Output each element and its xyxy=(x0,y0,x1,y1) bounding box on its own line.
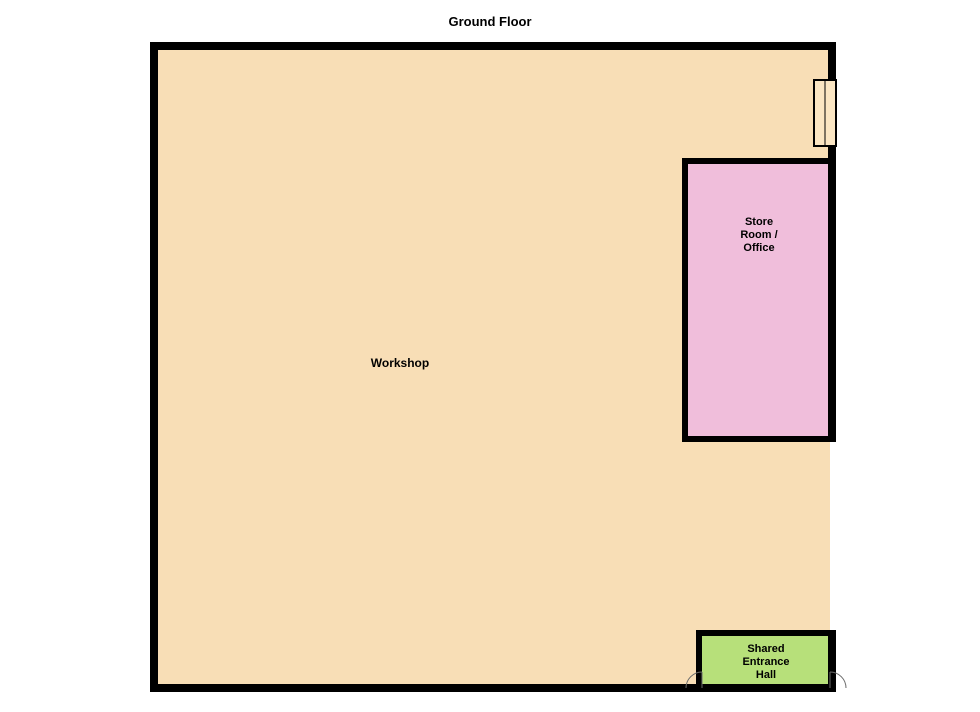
wall-store-room-top xyxy=(682,158,830,164)
label-workshop: Workshop xyxy=(371,356,429,370)
label-store-room-office-l0: Store xyxy=(745,216,773,228)
page-title: Ground Floor xyxy=(0,14,980,29)
label-store-room-office-l1: Room / xyxy=(740,229,777,241)
wall-hall-right xyxy=(830,630,836,692)
wall-hall-top xyxy=(696,630,836,636)
room-store-room-office xyxy=(688,164,830,436)
floor-plan: Workshop StoreRoom /Office SharedEntranceH… xyxy=(150,42,850,704)
wall-hall-inner-left xyxy=(696,630,702,684)
label-shared-entrance-hall-l0: Shared xyxy=(747,643,784,655)
label-shared-entrance-hall-l1: Entrance xyxy=(742,656,789,668)
wall-store-room-bottom xyxy=(682,436,830,442)
label-shared-entrance-hall-l2: Hall xyxy=(756,669,776,681)
label-store-room-office-l2: Office xyxy=(743,242,774,254)
wall-store-room-left xyxy=(682,158,688,442)
